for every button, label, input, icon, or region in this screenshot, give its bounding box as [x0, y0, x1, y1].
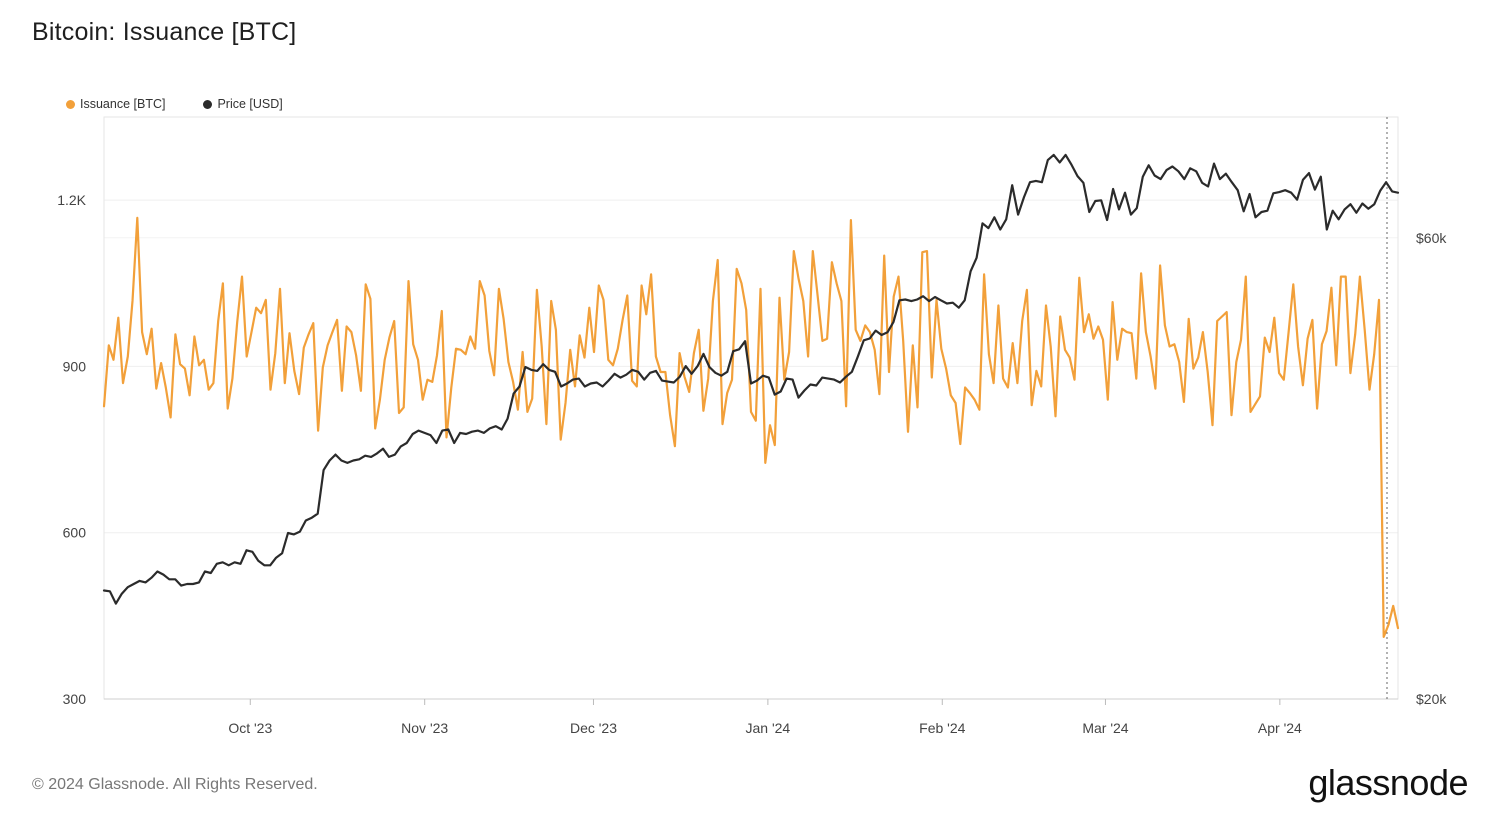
y-left-tick-label: 300 — [63, 691, 87, 707]
x-tick-label: Mar '24 — [1082, 720, 1128, 736]
legend-item-price[interactable]: Price [USD] — [203, 97, 283, 111]
y-axis-left-ticks: 300 600 900 1.2K — [57, 192, 86, 707]
y-right-tick-label: $20k — [1416, 691, 1447, 707]
series-lines — [102, 153, 1400, 639]
price-legend-dot-icon — [203, 99, 213, 109]
y-left-tick-label: 600 — [63, 525, 87, 541]
axes — [103, 116, 1399, 700]
x-tick-label: Oct '23 — [228, 720, 272, 736]
x-tick-label: Dec '23 — [570, 720, 617, 736]
grid-lines — [104, 199, 1398, 700]
x-tick-label: Feb '24 — [919, 720, 965, 736]
x-tick-label: Jan '24 — [746, 720, 791, 736]
x-tick-label: Apr '24 — [1258, 720, 1302, 736]
x-tick-label: Nov '23 — [401, 720, 448, 736]
issuance-legend-dot-icon — [66, 99, 75, 109]
issuance-series-line — [102, 216, 1400, 639]
glassnode-logo: glassnode — [1308, 762, 1468, 803]
price-series-line — [102, 153, 1400, 605]
chart-title: Bitcoin: Issuance [BTC] — [32, 18, 297, 46]
y-left-tick-label: 1.2K — [57, 192, 86, 208]
y-right-tick-label: $60k — [1416, 230, 1447, 246]
legend: Issuance [BTC] Price [USD] — [66, 97, 283, 111]
copyright-footer: © 2024 Glassnode. All Rights Reserved. — [32, 776, 318, 793]
legend-label-price: Price [USD] — [217, 97, 283, 111]
legend-item-issuance[interactable]: Issuance [BTC] — [66, 97, 165, 111]
y-left-tick-label: 900 — [63, 358, 87, 374]
y-axis-right-ticks: $20k $60k — [1416, 230, 1447, 707]
x-axis-ticks: Oct '23 Nov '23 Dec '23 Jan '24 Feb '24 Mar '… — [228, 699, 1302, 736]
legend-label-issuance: Issuance [BTC] — [80, 97, 166, 111]
